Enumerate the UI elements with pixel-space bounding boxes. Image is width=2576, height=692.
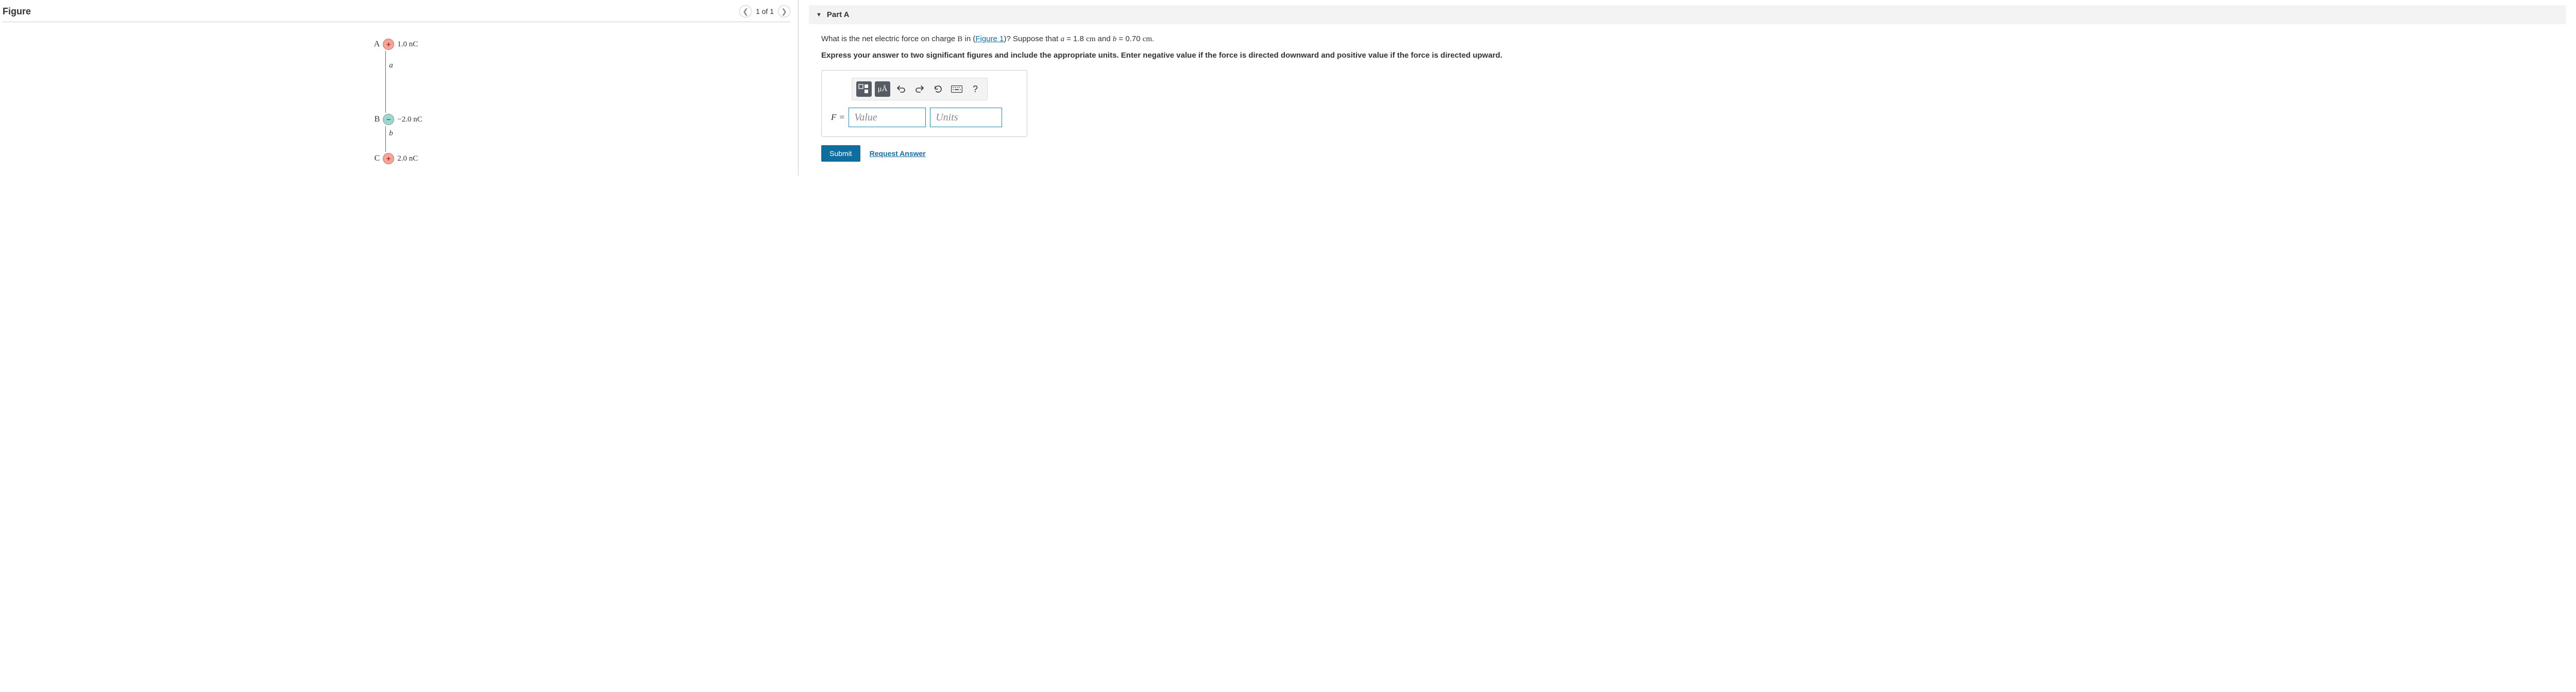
answer-symbol: F = bbox=[831, 112, 844, 123]
help-button[interactable]: ? bbox=[968, 81, 983, 97]
value-input[interactable]: Value bbox=[849, 108, 926, 127]
figure-next-button[interactable]: ❯ bbox=[778, 5, 790, 18]
figure-count: 1 of 1 bbox=[756, 7, 774, 15]
undo-button[interactable] bbox=[893, 81, 909, 97]
distance-b-label: b bbox=[389, 129, 393, 138]
question-tail1: )? Suppose that bbox=[1004, 34, 1060, 43]
symbols-label: μÅ bbox=[878, 85, 888, 94]
figure-header: Figure ❮ 1 of 1 ❯ bbox=[3, 5, 790, 22]
charge-c-label: C bbox=[370, 154, 380, 163]
figure-prev-button[interactable]: ❮ bbox=[739, 5, 752, 18]
charge-a-value: 1.0 nC bbox=[397, 40, 418, 49]
question-text: What is the net electric force on charge… bbox=[821, 33, 2566, 45]
answer-box: μÅ ? F = Value Units bbox=[821, 70, 1027, 137]
answer-instructions: Express your answer to two significant f… bbox=[821, 50, 2566, 61]
figure-link[interactable]: Figure 1 bbox=[975, 34, 1004, 43]
keyboard-button[interactable] bbox=[949, 81, 964, 97]
units-input[interactable]: Units bbox=[930, 108, 1002, 127]
part-title: Part A bbox=[827, 10, 850, 19]
submit-button[interactable]: Submit bbox=[821, 145, 860, 162]
question-mid: in ( bbox=[962, 34, 975, 43]
charge-b-value: −2.0 nC bbox=[397, 115, 422, 124]
question-panel: ▼ Part A What is the net electric force … bbox=[799, 0, 2576, 176]
var-a: a bbox=[1060, 35, 1064, 43]
charge-b-row: B − −2.0 nC bbox=[370, 113, 422, 126]
question-charge-symbol: B bbox=[957, 35, 962, 43]
and-text: and bbox=[1095, 34, 1112, 43]
action-row: Submit Request Answer bbox=[821, 145, 2566, 162]
symbols-button[interactable]: μÅ bbox=[875, 81, 890, 97]
figure-panel: Figure ❮ 1 of 1 ❯ A + 1.0 nC a B − bbox=[0, 0, 799, 176]
unit-cm2: cm bbox=[1143, 35, 1152, 43]
unit-cm1: cm bbox=[1086, 35, 1095, 43]
distance-a-line: a bbox=[385, 51, 422, 113]
figure-diagram: A + 1.0 nC a B − −2.0 nC b C + bbox=[3, 32, 790, 165]
question-period: . bbox=[1152, 34, 1154, 43]
charge-a-label: A bbox=[370, 40, 380, 49]
figure-nav: ❮ 1 of 1 ❯ bbox=[739, 5, 790, 18]
charge-c-value: 2.0 nC bbox=[397, 154, 418, 163]
figure-title: Figure bbox=[3, 6, 31, 17]
request-answer-link[interactable]: Request Answer bbox=[870, 149, 926, 158]
reset-button[interactable] bbox=[930, 81, 946, 97]
charge-b-label: B bbox=[370, 115, 380, 124]
charge-c-icon: + bbox=[383, 153, 394, 164]
charge-c-row: C + 2.0 nC bbox=[370, 152, 422, 165]
redo-button[interactable] bbox=[912, 81, 927, 97]
charge-a-icon: + bbox=[383, 39, 394, 50]
question-prefix: What is the net electric force on charge bbox=[821, 34, 957, 43]
answer-input-row: F = Value Units bbox=[831, 108, 1018, 127]
distance-b-line: b bbox=[385, 126, 422, 152]
charge-a-row: A + 1.0 nC bbox=[370, 38, 422, 51]
collapse-icon: ▼ bbox=[816, 12, 822, 18]
eq-a: = 1.8 bbox=[1064, 34, 1086, 43]
distance-a-label: a bbox=[389, 61, 393, 70]
templates-button[interactable] bbox=[856, 81, 872, 97]
answer-toolbar: μÅ ? bbox=[852, 78, 988, 100]
eq-b: = 0.70 bbox=[1116, 34, 1142, 43]
part-header[interactable]: ▼ Part A bbox=[809, 5, 2566, 24]
charge-b-icon: − bbox=[383, 114, 394, 125]
